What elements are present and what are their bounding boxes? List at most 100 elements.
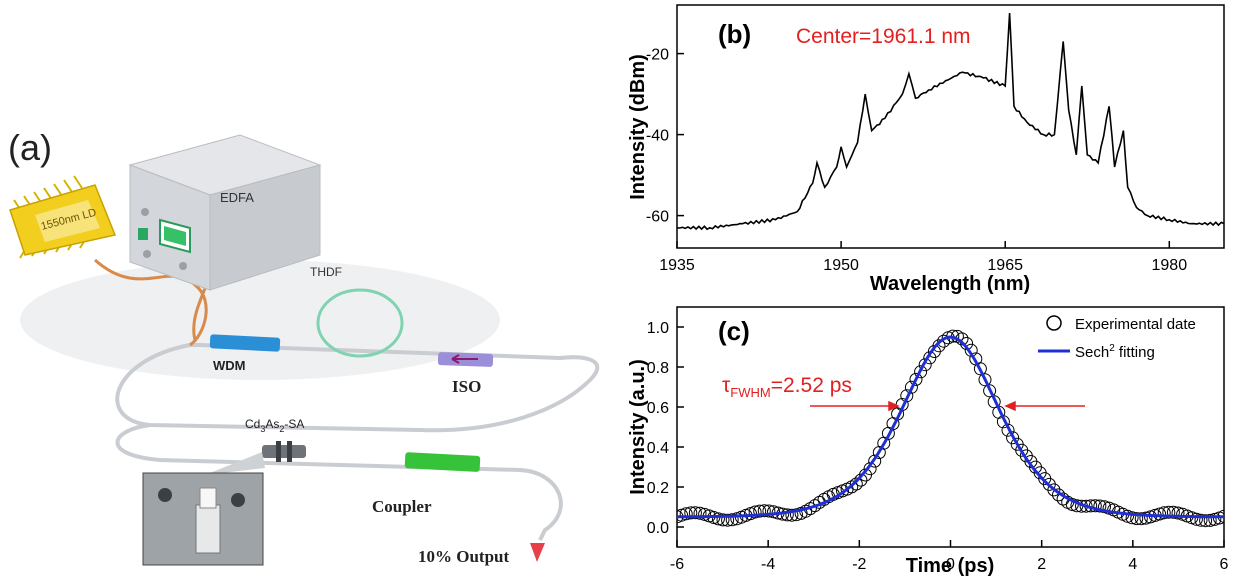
plot-b-frame bbox=[676, 4, 1225, 249]
data-point bbox=[1130, 512, 1144, 526]
inset-ferrule bbox=[195, 504, 221, 554]
data-point bbox=[914, 365, 928, 379]
data-point bbox=[973, 362, 987, 376]
data-point bbox=[983, 384, 997, 398]
panel-b-label: (b) bbox=[718, 19, 751, 49]
edfa-switch bbox=[138, 228, 148, 240]
data-point bbox=[753, 504, 767, 518]
data-point bbox=[679, 507, 693, 521]
data-point bbox=[1157, 506, 1171, 520]
xlabel-c: Time (ps) bbox=[906, 555, 995, 577]
plot-c-ticks: -6 -4 -2 0 2 4 6 0.0 0.2 0.4 0.6 0.8 1.0 bbox=[647, 320, 1229, 573]
data-point bbox=[868, 454, 882, 468]
x-tick-label: -4 bbox=[761, 556, 775, 573]
data-point bbox=[849, 477, 863, 491]
legend-marker-experimental bbox=[1046, 315, 1062, 331]
edfa-knob-1 bbox=[141, 208, 149, 216]
legend-text-experimental: Experimental date bbox=[1075, 316, 1196, 333]
iso-label: ISO bbox=[452, 377, 481, 396]
coupler-component bbox=[404, 452, 481, 472]
data-point bbox=[808, 499, 822, 513]
data-point bbox=[1166, 505, 1180, 519]
data-point bbox=[1189, 512, 1203, 526]
panel-a: (a) 1550nm LD EDFA bbox=[8, 127, 600, 566]
y-tick-label: 0.2 bbox=[647, 480, 669, 497]
plot-b-ticks: 1935 1950 1965 1980 -60 -40 -20 bbox=[646, 47, 1187, 274]
iso-arrow-icon bbox=[451, 354, 478, 364]
x-tick-label: 4 bbox=[1128, 556, 1137, 573]
data-point bbox=[780, 508, 794, 522]
thdf-label: THDF bbox=[310, 265, 342, 279]
data-point bbox=[1171, 506, 1185, 520]
sech2-fit-line bbox=[677, 335, 1224, 519]
x-tick-label: -6 bbox=[670, 556, 684, 573]
thdf-coil bbox=[316, 288, 404, 358]
data-point bbox=[790, 508, 803, 522]
y-tick-label: -40 bbox=[646, 128, 669, 145]
data-point bbox=[725, 513, 739, 527]
data-point bbox=[721, 513, 735, 527]
sa-connector bbox=[262, 441, 306, 462]
y-tick-label: 0.0 bbox=[647, 520, 669, 537]
x-tick-label: 2 bbox=[1037, 556, 1046, 573]
coupler-label: Coupler bbox=[372, 497, 432, 516]
inset-hole-1 bbox=[158, 488, 172, 502]
inset-callout bbox=[205, 452, 265, 475]
data-point bbox=[1208, 512, 1222, 526]
data-point bbox=[757, 504, 771, 518]
data-point bbox=[1093, 499, 1107, 513]
data-point bbox=[688, 506, 702, 520]
panel-b: 1935 1950 1965 1980 -60 -40 -20 (b) Center=196… bbox=[627, 4, 1225, 295]
wdm-label: WDM bbox=[213, 358, 246, 373]
data-point bbox=[932, 339, 946, 353]
fiber-output-path bbox=[115, 423, 563, 541]
data-point bbox=[762, 504, 776, 518]
y-tick-label: 0.8 bbox=[647, 360, 669, 377]
panel-a-label: (a) bbox=[8, 127, 52, 168]
data-point bbox=[1098, 500, 1111, 514]
data-point bbox=[748, 505, 762, 519]
fiber-ring bbox=[115, 343, 600, 433]
edfa-box: EDFA bbox=[128, 134, 322, 291]
panel-c-label: (c) bbox=[718, 316, 750, 346]
edfa-display-screen bbox=[164, 226, 186, 246]
edfa-knob-2 bbox=[143, 250, 151, 258]
x-tick-label: -2 bbox=[852, 556, 866, 573]
legend-c: Experimental date Sech2 fitting bbox=[1038, 315, 1196, 361]
output-connector-icon bbox=[530, 543, 545, 562]
floor-shadow bbox=[20, 260, 500, 380]
spectrum-line bbox=[677, 13, 1224, 231]
y-tick-label: -20 bbox=[646, 47, 669, 64]
y-tick-label: 0.4 bbox=[647, 440, 669, 457]
data-point bbox=[1125, 511, 1139, 525]
data-point bbox=[1194, 513, 1208, 527]
x-tick-label: 1980 bbox=[1152, 257, 1188, 274]
center-annotation: Center=1961.1 nm bbox=[796, 25, 971, 48]
inset-tip bbox=[199, 487, 217, 509]
data-point bbox=[693, 506, 707, 520]
data-point bbox=[978, 373, 992, 387]
inset-hole-2 bbox=[231, 493, 245, 507]
data-point bbox=[1153, 507, 1167, 521]
data-point bbox=[909, 372, 923, 386]
x-tick-label: 0 bbox=[946, 556, 955, 573]
data-point bbox=[1203, 513, 1217, 527]
ylabel-c: Intensity (a.u.) bbox=[627, 359, 649, 495]
x-tick-label: 6 bbox=[1220, 556, 1229, 573]
data-point bbox=[904, 380, 918, 394]
wdm-component bbox=[209, 334, 281, 352]
data-point bbox=[677, 508, 689, 522]
data-point bbox=[1162, 505, 1176, 519]
y-tick-label: -60 bbox=[646, 209, 669, 226]
data-point bbox=[716, 513, 730, 527]
output-label: 10% Output bbox=[418, 547, 509, 566]
xlabel-b: Wavelength (nm) bbox=[870, 273, 1030, 295]
edfa-label: EDFA bbox=[220, 190, 254, 205]
fwhm-arrows bbox=[810, 400, 1085, 412]
data-point bbox=[1139, 511, 1153, 525]
y-tick-label: 1.0 bbox=[647, 320, 669, 337]
sa-label: Cd3As2-SA bbox=[245, 417, 304, 434]
y-tick-label: 0.6 bbox=[647, 400, 669, 417]
data-point bbox=[1199, 514, 1213, 528]
